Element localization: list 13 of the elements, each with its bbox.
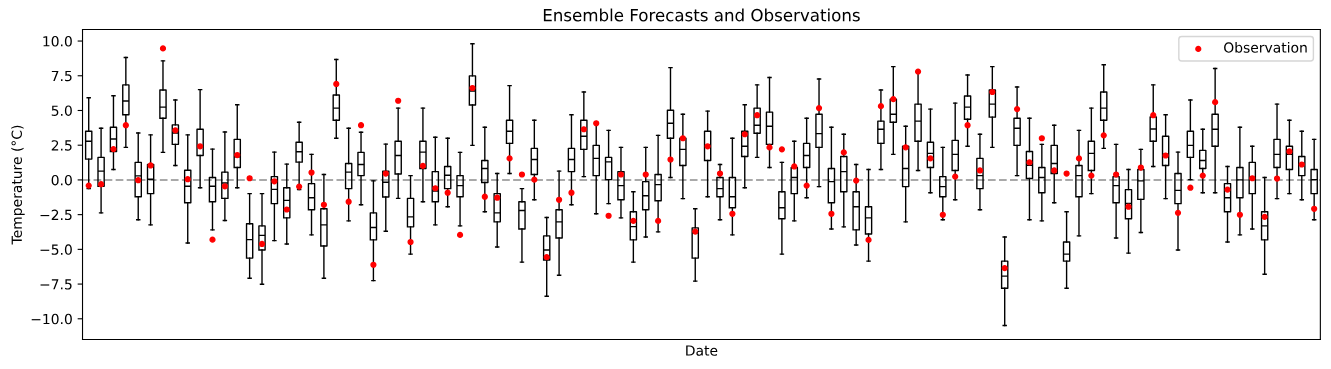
x-axis-title: Date <box>686 345 718 356</box>
y-tick-label: 10.0 <box>43 36 72 47</box>
y-tick-label: −10.0 <box>31 313 72 325</box>
y-axis-title: Temperature (°C) <box>11 125 25 245</box>
legend-label: Observation <box>1224 42 1307 53</box>
y-tick-label: −7.5 <box>40 279 72 290</box>
y-tick-label: 0.0 <box>51 174 72 186</box>
y-tick-label: −5.0 <box>40 244 72 255</box>
y-tick-label: 2.5 <box>51 140 72 151</box>
y-tick-label: 5.0 <box>51 105 72 116</box>
y-tick-label: −2.5 <box>40 209 72 221</box>
y-tick-label: 7.5 <box>51 70 72 82</box>
chart-title: Ensemble Forecasts and Observations <box>543 8 860 22</box>
